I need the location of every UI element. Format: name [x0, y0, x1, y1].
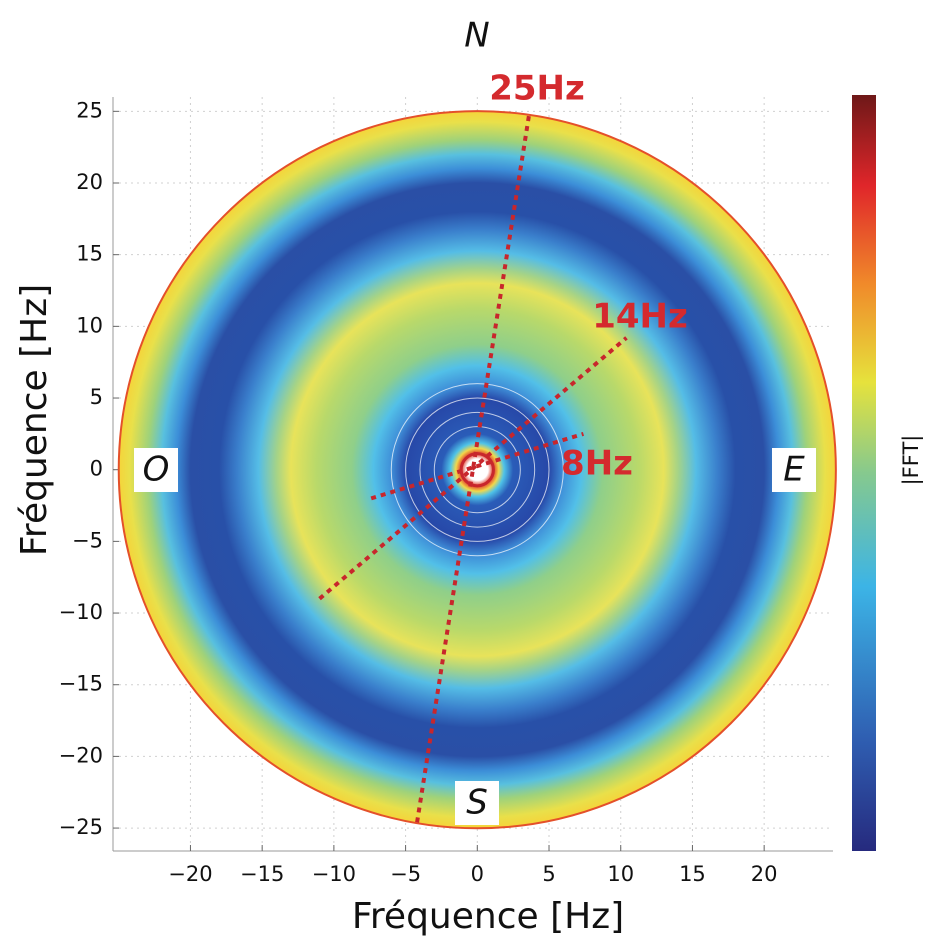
x-tick-label: 0	[471, 862, 484, 886]
ring	[433, 426, 521, 514]
direction-label: S	[466, 783, 488, 823]
y-tick-label: 10	[76, 313, 103, 337]
x-tick-label: 10	[607, 862, 634, 886]
x-tick-label: 5	[542, 862, 555, 886]
x-tick-label: −10	[312, 862, 356, 886]
y-axis-label: Fréquence [Hz]	[14, 284, 55, 556]
ring	[419, 411, 536, 528]
y-tick-label: −5	[72, 528, 103, 552]
x-tick-label: −20	[168, 862, 212, 886]
direction-label: O	[143, 450, 170, 490]
guide-label: 25Hz	[489, 69, 585, 109]
direction-box	[455, 14, 499, 58]
direction-label: N	[464, 16, 489, 56]
x-tick-label: 15	[679, 862, 706, 886]
guide-label: 14Hz	[592, 297, 688, 337]
guide-label: 8Hz	[561, 444, 633, 484]
x-tick-label: 20	[751, 862, 778, 886]
ring	[405, 397, 550, 542]
x-axis-label: Fréquence [Hz]	[352, 896, 624, 937]
guide-line	[318, 336, 628, 601]
colorbar	[852, 95, 876, 851]
y-tick-label: 25	[76, 98, 103, 122]
y-tick-label: 20	[76, 170, 103, 194]
y-tick-label: 5	[90, 385, 103, 409]
y-tick-label: −25	[59, 815, 103, 839]
y-tick-label: −15	[59, 672, 103, 696]
direction-box	[134, 448, 178, 492]
direction-label: E	[783, 450, 805, 490]
y-tick-label: 15	[76, 242, 103, 266]
ring	[390, 383, 564, 557]
direction-box	[455, 781, 499, 825]
x-tick-label: −5	[390, 862, 421, 886]
heatmap	[117, 110, 837, 830]
fft-disk	[117, 110, 837, 830]
y-tick-label: −20	[59, 743, 103, 767]
y-tick-label: 0	[90, 457, 103, 481]
x-tick-label: −15	[240, 862, 284, 886]
direction-box	[772, 448, 816, 492]
colorbar-label: |FFT|	[899, 435, 924, 486]
y-tick-label: −10	[59, 600, 103, 624]
overlay: −20 −15 −10 −5 0 5 10 15 20 −25 −20 −15 −10 −5 0 5 10 15 2…	[59, 14, 816, 886]
guide-line	[370, 431, 585, 501]
